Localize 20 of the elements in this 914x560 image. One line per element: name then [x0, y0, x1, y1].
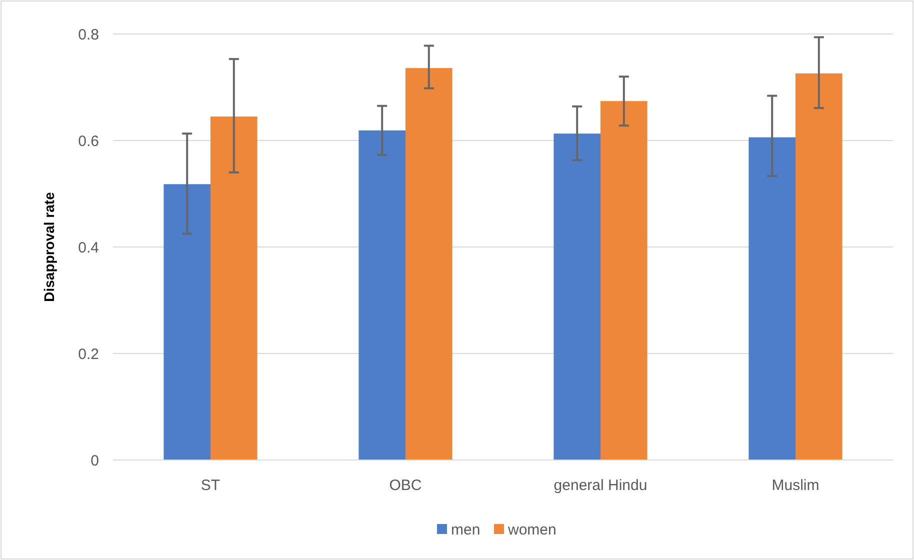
y-tick-label: 0.8	[78, 26, 99, 44]
bar	[164, 184, 210, 460]
bar	[748, 137, 796, 460]
legend-label: women	[507, 521, 556, 538]
bar	[358, 130, 406, 460]
bar	[210, 116, 258, 460]
bar	[796, 73, 842, 460]
y-axis-title: Disapproval rate	[41, 192, 57, 302]
y-tick-label: 0.6	[78, 132, 99, 150]
bar	[406, 68, 452, 460]
y-tick-label: 0	[90, 452, 99, 470]
x-tick-label: general Hindu	[554, 477, 648, 494]
bar	[600, 101, 648, 460]
x-tick-label: Muslim	[772, 477, 820, 494]
y-tick-label: 0.4	[78, 239, 99, 256]
legend-label: men	[451, 521, 480, 538]
x-tick-label: ST	[200, 477, 220, 494]
bar	[554, 134, 600, 460]
y-tick-label: 0.2	[78, 346, 99, 363]
x-tick-label: OBC	[389, 477, 422, 494]
